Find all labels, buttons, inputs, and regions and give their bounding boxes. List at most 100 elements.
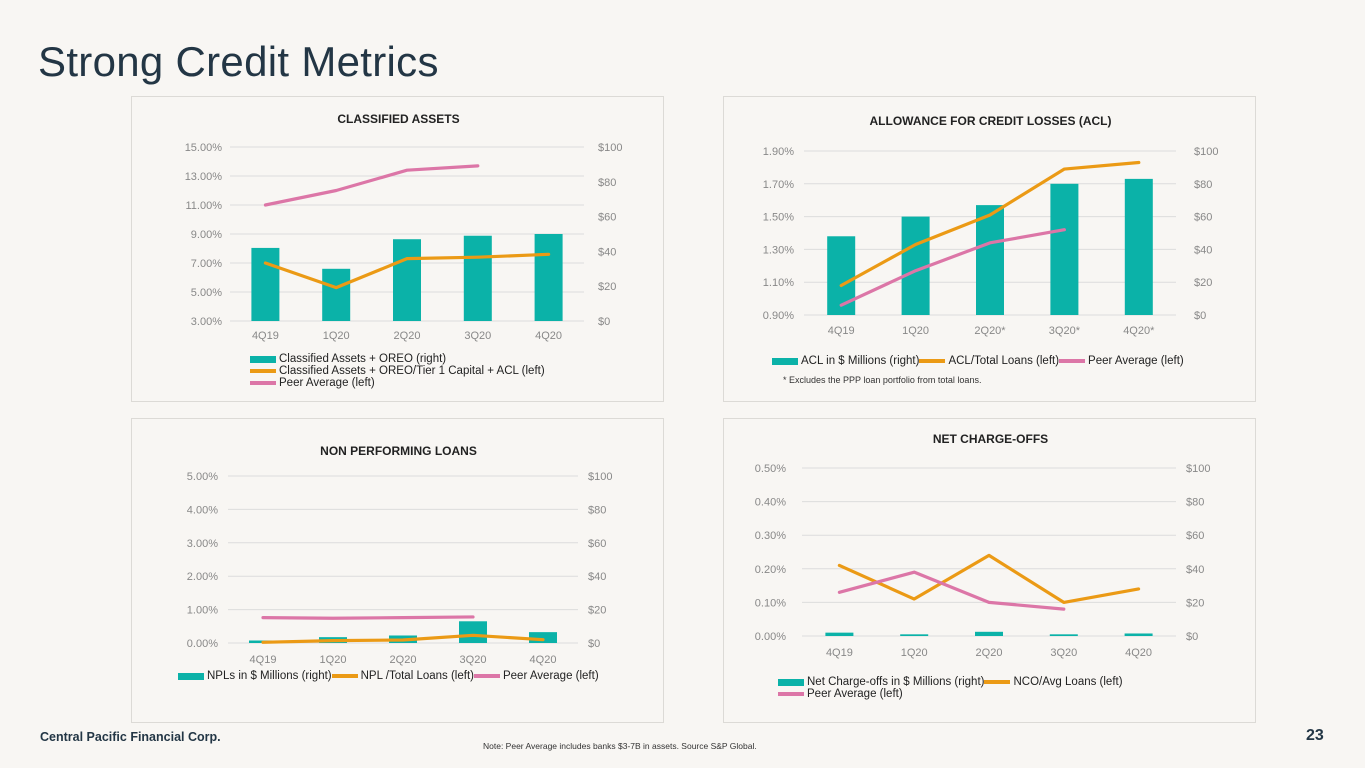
y-right-tick-label: $20: [598, 281, 616, 293]
y-right-tick-label: $0: [1186, 631, 1198, 643]
legend-swatch-bar: [250, 355, 276, 363]
y-left-tick-label: 0.00%: [755, 631, 786, 643]
legend-row: Net Charge-offs in $ Millions (right) NC…: [778, 676, 1123, 688]
bar: [1124, 178, 1153, 315]
y-right-tick-label: $100: [1186, 463, 1210, 475]
legend-swatch-line: [984, 680, 1011, 684]
legend-swatch-bar: [778, 678, 804, 686]
legend-label: Classified Assets + OREO (right): [279, 353, 447, 365]
y-left-tick-label: 3.00%: [187, 538, 218, 550]
bar: [251, 247, 280, 321]
legend-item-line: Classified Assets + OREO/Tier 1 Capital …: [250, 365, 545, 377]
legend-label: ACL/Total Loans (left): [948, 355, 1060, 367]
y-left-tick-label: 2.00%: [187, 571, 218, 583]
legend: ACL in $ Millions (right) ACL/Total Loan…: [772, 355, 1184, 367]
x-tick-label: 4Q20: [1125, 647, 1152, 659]
y-right-tick-label: $20: [1194, 277, 1212, 289]
y-right-tick-label: $60: [598, 212, 616, 224]
legend-item-bars: ACL in $ Millions (right): [772, 355, 919, 367]
x-tick-label: 2Q20: [976, 647, 1003, 659]
legend-item-bars: Net Charge-offs in $ Millions (right): [778, 676, 984, 688]
y-right-tick-label: $40: [598, 246, 616, 258]
series-line: [261, 633, 545, 644]
y-left-tick-label: 1.70%: [763, 179, 794, 191]
legend-swatch-peer: [473, 674, 500, 678]
y-left-tick-label: 0.20%: [755, 564, 786, 576]
bar: [900, 634, 929, 636]
y-left-tick-label: 5.00%: [191, 287, 222, 299]
legend-label: Net Charge-offs in $ Millions (right): [807, 676, 985, 688]
legend-swatch-bar: [178, 672, 204, 680]
legend-label: Peer Average (left): [1088, 355, 1184, 367]
legend: NPLs in $ Millions (right) NPL /Total Lo…: [178, 670, 599, 682]
y-right-tick-label: $80: [598, 177, 616, 189]
y-left-tick-label: 1.50%: [763, 212, 794, 224]
legend-item-line: NPL /Total Loans (left): [331, 670, 474, 682]
y-right-tick-label: $40: [1186, 564, 1204, 576]
y-left-tick-label: 7.00%: [191, 258, 222, 270]
series-line: [837, 553, 1141, 604]
x-tick-label: 3Q20: [460, 654, 487, 666]
y-left-tick-label: 11.00%: [186, 200, 223, 212]
y-right-tick-label: $0: [598, 316, 610, 328]
bar: [1049, 634, 1078, 636]
bar: [393, 239, 421, 321]
bar: [529, 632, 557, 643]
peer-average-line: [837, 570, 1066, 611]
net-charge-offs-chart: NET CHARGE-OFFS 0.50% 0.40% 0.30% 0.20% 0.10%…: [755, 432, 1211, 659]
bar: [827, 236, 856, 315]
x-tick-label: 4Q19: [826, 647, 853, 659]
source-footnote: Note: Peer Average includes banks $3-7B …: [483, 741, 757, 751]
legend-swatch-peer: [778, 692, 804, 696]
legend-swatch-bar: [772, 357, 798, 365]
chart-panel-classified-assets: CLASSIFIED ASSETS 15.00% 13.00% 11.00% 9.00%…: [131, 96, 664, 402]
legend-item-peer: Peer Average (left): [473, 670, 599, 682]
y-right-tick-label: $60: [588, 538, 606, 550]
y-left-tick-label: 13.00%: [185, 171, 223, 183]
y-right-tick-label: $80: [1186, 497, 1204, 509]
peer-average-line: [261, 615, 475, 620]
chart-title: ALLOWANCE FOR CREDIT LOSSES (ACL): [870, 114, 1112, 128]
y-right-tick-label: $100: [598, 142, 622, 154]
peer-average-line: [839, 228, 1066, 307]
company-name: Central Pacific Financial Corp.: [40, 730, 221, 744]
bar: [459, 621, 487, 643]
non-performing-loans-chart: NON PERFORMING LOANS 5.00% 4.00% 3.00% 2.00%…: [187, 444, 613, 666]
legend: Classified Assets + OREO (right) Classif…: [250, 353, 545, 389]
y-right-tick-label: $100: [588, 471, 612, 483]
x-tick-label: 4Q20*: [1123, 325, 1155, 337]
page-title: Strong Credit Metrics: [38, 38, 439, 85]
legend-label: NPL /Total Loans (left): [360, 670, 474, 682]
legend-label: Peer Average (left): [502, 670, 599, 682]
legend-item-peer: Peer Average (left): [1059, 355, 1184, 367]
y-right-tick-label: $0: [1194, 310, 1206, 322]
x-tick-label: 3Q20*: [1049, 325, 1081, 337]
y-left-tick-label: 4.00%: [187, 504, 218, 516]
legend-swatch-line: [331, 674, 358, 678]
bar: [1124, 633, 1153, 636]
x-tick-label: 2Q20*: [974, 325, 1006, 337]
legend-swatch-peer: [1059, 359, 1086, 363]
y-right-tick-label: $20: [1186, 597, 1204, 609]
bar: [322, 268, 351, 321]
peer-average-line: [263, 164, 480, 207]
y-right-tick-label: $100: [1194, 146, 1218, 158]
y-left-tick-label: 1.00%: [187, 605, 218, 617]
y-left-tick-label: 3.00%: [191, 316, 222, 328]
x-tick-label: 4Q19: [252, 330, 279, 342]
y-right-tick-label: $40: [1194, 244, 1212, 256]
legend-label: NPLs in $ Millions (right): [207, 670, 332, 682]
x-tick-label: 4Q20: [530, 654, 557, 666]
legend-item-peer: Peer Average (left): [778, 688, 1123, 700]
legend-label: Classified Assets + OREO/Tier 1 Capital …: [279, 365, 545, 377]
y-right-tick-label: $60: [1194, 212, 1212, 224]
legend-swatch-line: [919, 359, 946, 363]
x-tick-label: 2Q20: [394, 330, 421, 342]
chart-panel-net-charge-offs: NET CHARGE-OFFS 0.50% 0.40% 0.30% 0.20% 0.10%…: [723, 418, 1256, 723]
y-left-tick-label: 0.10%: [755, 597, 786, 609]
legend-swatch-peer: [250, 381, 276, 385]
y-left-tick-label: 0.00%: [187, 638, 218, 650]
series-line: [263, 252, 551, 290]
y-left-tick-label: 0.30%: [755, 530, 786, 542]
legend-item-peer: Peer Average (left): [250, 377, 545, 389]
